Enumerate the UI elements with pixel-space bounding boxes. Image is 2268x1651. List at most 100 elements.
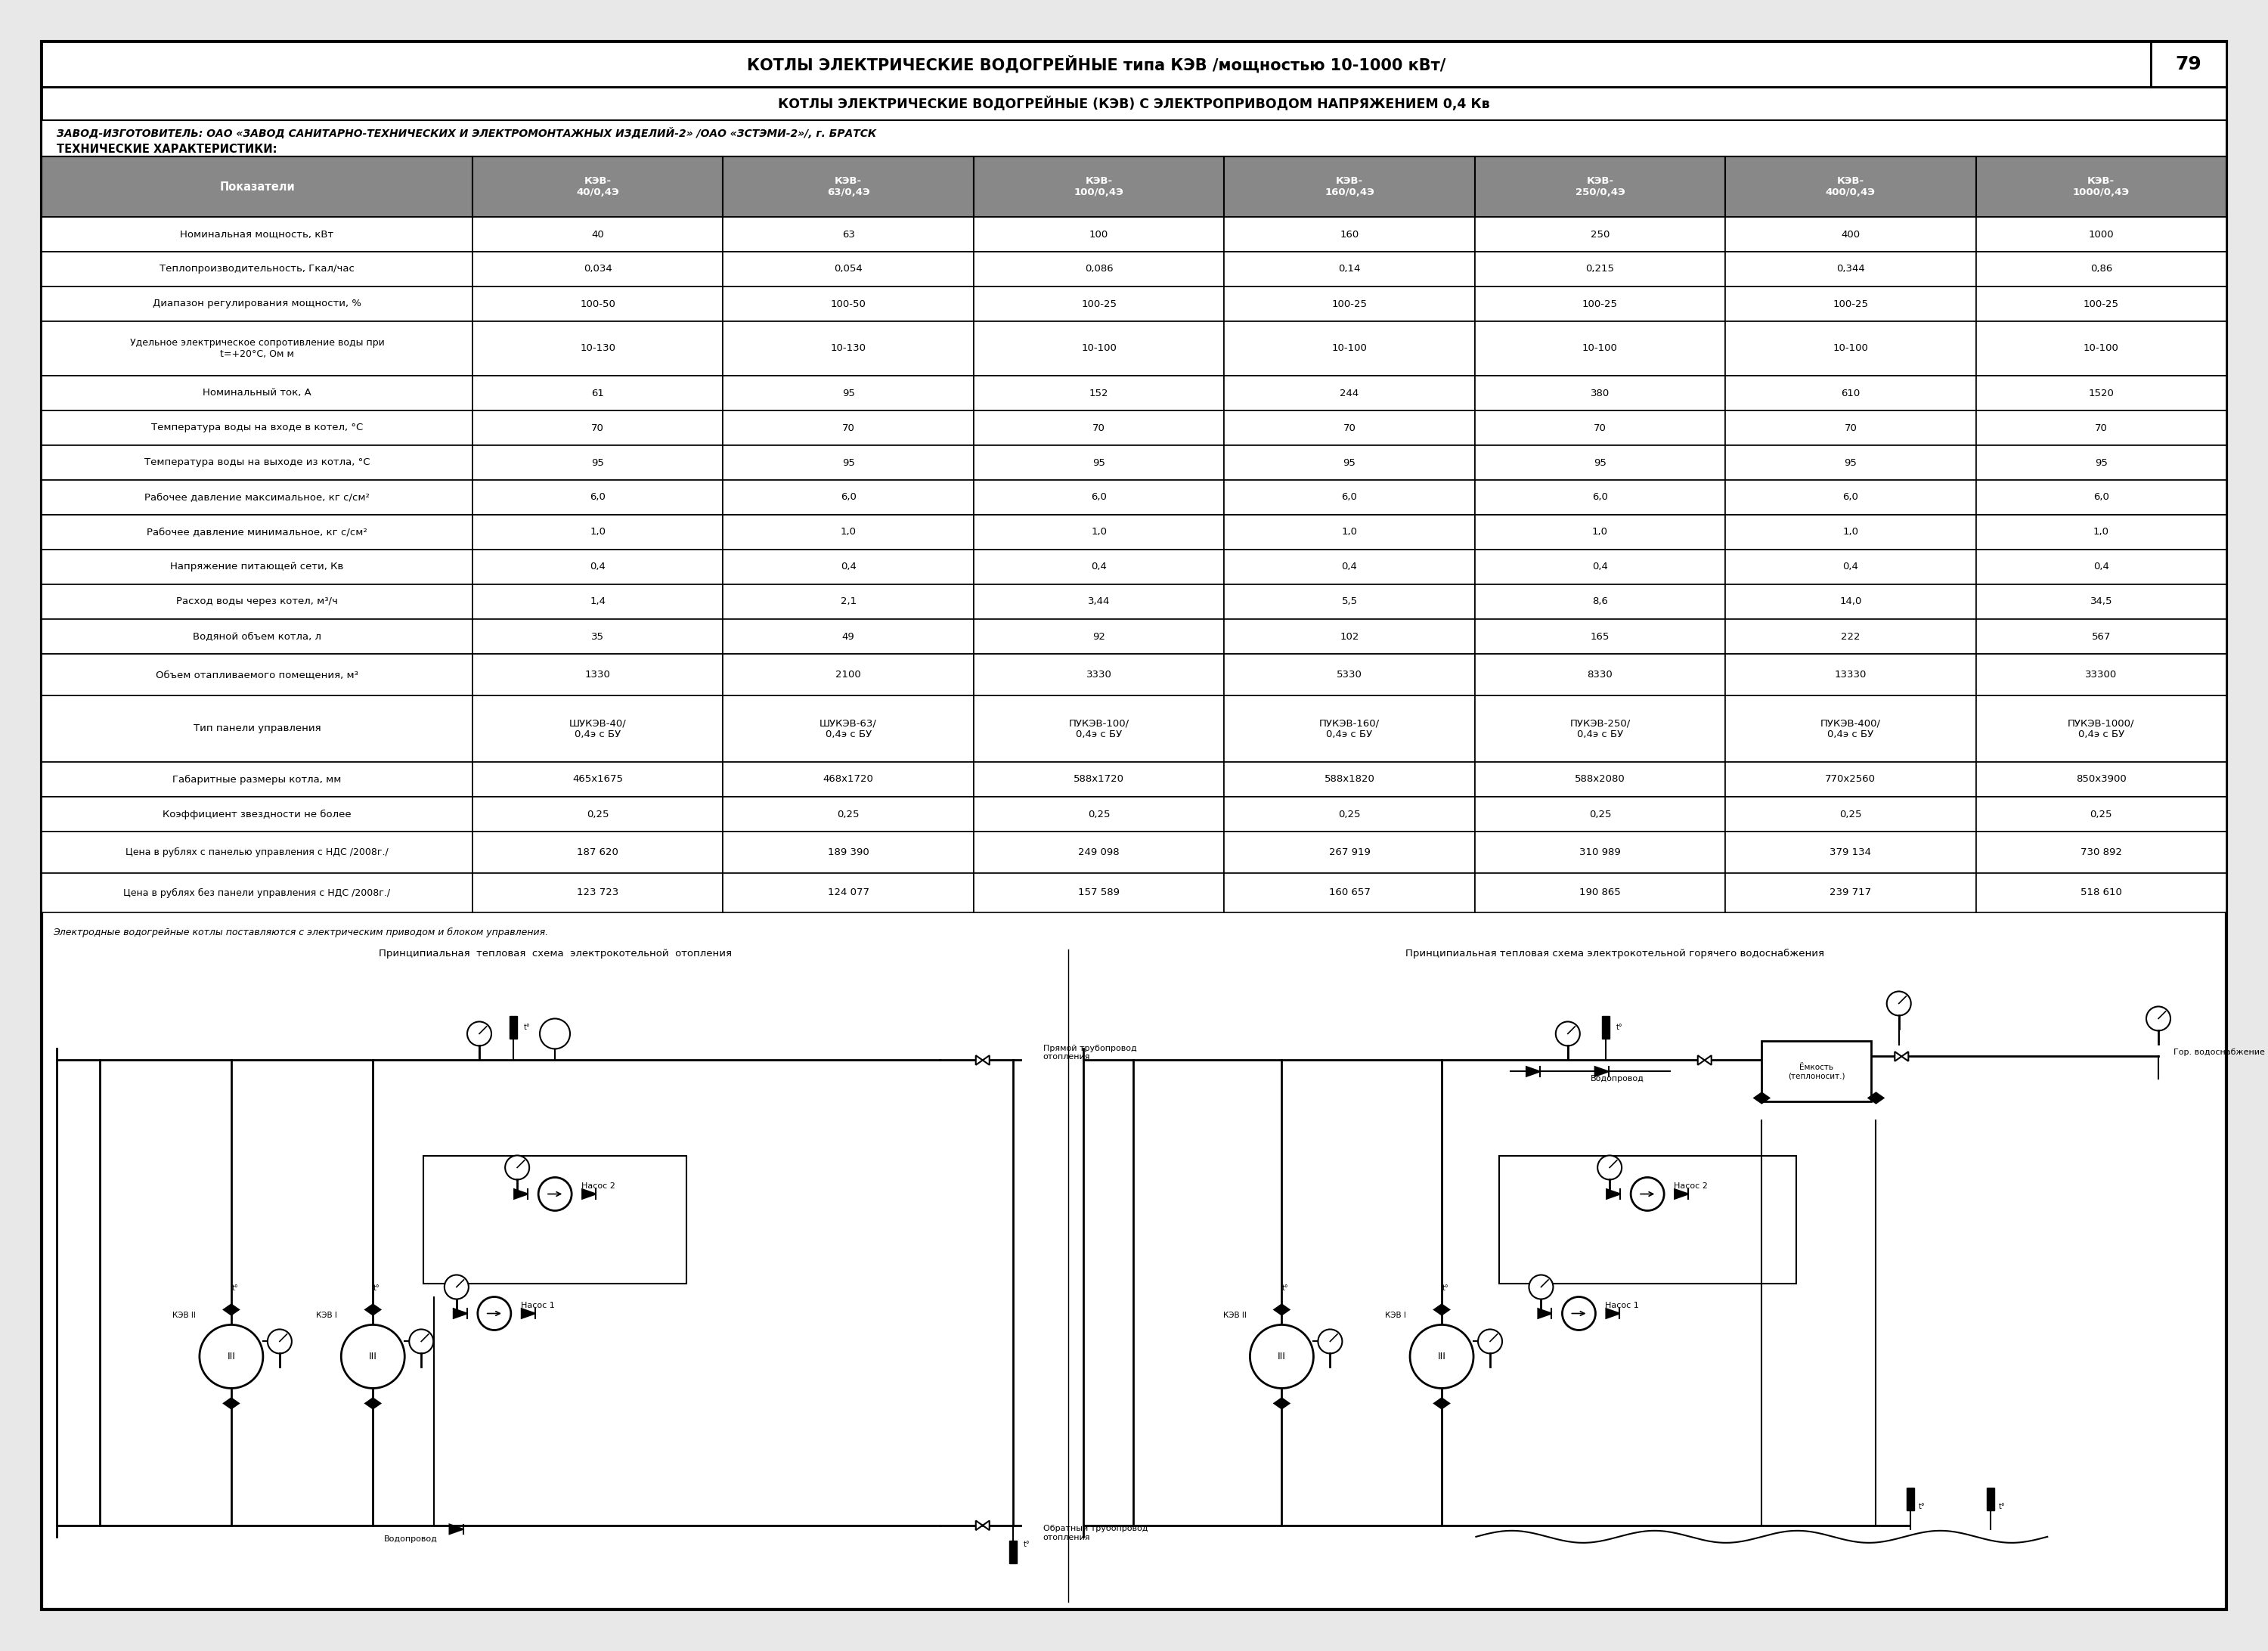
Circle shape — [467, 1022, 492, 1045]
Text: 152: 152 — [1089, 388, 1109, 398]
Polygon shape — [522, 1309, 535, 1317]
Text: 95: 95 — [1844, 457, 1857, 467]
Bar — [1975, 376, 2227, 411]
Bar — [1474, 832, 1726, 873]
Text: ЗАВОД-ИЗГОТОВИТЕЛЬ: ОАО «ЗАВОД САНИТАРНО-ТЕХНИЧЕСКИХ И ЭЛЕКТРОМОНТАЖНЫХ ИЗДЕЛИЙ-: ЗАВОД-ИЗГОТОВИТЕЛЬ: ОАО «ЗАВОД САНИТАРНО… — [57, 127, 875, 139]
Text: КОТЛЫ ЭЛЕКТРИЧЕСКИЕ ВОДОГРЕЙНЫЕ (КЭВ) С ЭЛЕКТРОПРИВОДОМ НАПРЯЖЕНИЕМ 0,4 Кв: КОТЛЫ ЭЛЕКТРИЧЕСКИЕ ВОДОГРЕЙНЫЕ (КЭВ) С … — [778, 96, 1490, 111]
Bar — [510, 1017, 517, 1038]
Text: 850х3900: 850х3900 — [2075, 774, 2127, 784]
Text: 49: 49 — [841, 632, 855, 642]
Text: 310 989: 310 989 — [1579, 847, 1622, 857]
Text: 0,25: 0,25 — [1839, 809, 1862, 819]
Circle shape — [1411, 1324, 1474, 1388]
Bar — [723, 832, 973, 873]
Text: Номинальная мощность, кВт: Номинальная мощность, кВт — [179, 229, 333, 239]
Bar — [973, 832, 1225, 873]
Text: 249 098: 249 098 — [1077, 847, 1120, 857]
Bar — [973, 654, 1225, 695]
Text: 6,0: 6,0 — [841, 492, 857, 502]
Text: 95: 95 — [1093, 457, 1105, 467]
Polygon shape — [1674, 1189, 1687, 1199]
Circle shape — [1529, 1275, 1554, 1299]
Text: 95: 95 — [1343, 457, 1356, 467]
Bar — [973, 695, 1225, 763]
Text: 33300: 33300 — [2084, 670, 2116, 680]
Text: Цена в рублях с панелью управления с НДС /2008г./: Цена в рублях с панелью управления с НДС… — [125, 847, 388, 857]
Bar — [1975, 216, 2227, 251]
Circle shape — [1631, 1177, 1665, 1210]
Text: 100-25: 100-25 — [1331, 299, 1368, 309]
Polygon shape — [1538, 1309, 1551, 1317]
Text: 1520: 1520 — [2089, 388, 2114, 398]
Text: 250: 250 — [1590, 229, 1610, 239]
Text: 0,25: 0,25 — [1089, 809, 1109, 819]
Text: 567: 567 — [2091, 632, 2112, 642]
Text: Водяной объем котла, л: Водяной объем котла, л — [193, 632, 322, 642]
Bar — [1474, 797, 1726, 832]
Bar — [41, 619, 472, 654]
Text: 588х1820: 588х1820 — [1325, 774, 1374, 784]
Text: t°: t° — [374, 1284, 381, 1293]
Text: 2100: 2100 — [835, 670, 862, 680]
Bar — [1225, 515, 1474, 550]
Circle shape — [200, 1324, 263, 1388]
Text: 189 390: 189 390 — [828, 847, 869, 857]
Bar — [472, 376, 723, 411]
Bar — [472, 515, 723, 550]
Text: t°: t° — [524, 1024, 531, 1032]
Text: 0,086: 0,086 — [1084, 264, 1114, 274]
Text: 63: 63 — [841, 229, 855, 239]
Text: 6,0: 6,0 — [1592, 492, 1608, 502]
Text: 10-130: 10-130 — [581, 343, 615, 353]
Text: 14,0: 14,0 — [1839, 596, 1862, 606]
Bar — [1474, 515, 1726, 550]
Text: III: III — [1277, 1352, 1286, 1362]
Text: 267 919: 267 919 — [1329, 847, 1370, 857]
Bar — [973, 376, 1225, 411]
Polygon shape — [1606, 1189, 1619, 1199]
Text: Насос 1: Насос 1 — [522, 1303, 556, 1309]
Text: 70: 70 — [1844, 423, 1857, 433]
Text: 6,0: 6,0 — [1091, 492, 1107, 502]
Bar — [41, 515, 472, 550]
Bar — [1474, 446, 1726, 480]
Text: 100-25: 100-25 — [1583, 299, 1617, 309]
Circle shape — [1887, 991, 1912, 1015]
Bar — [1726, 797, 1975, 832]
Bar — [1975, 832, 2227, 873]
Bar — [973, 322, 1225, 376]
Text: 160: 160 — [1340, 229, 1359, 239]
Text: ШУКЭВ-63/
0,4э с БУ: ШУКЭВ-63/ 0,4э с БУ — [819, 718, 878, 740]
Text: 1,0: 1,0 — [590, 527, 606, 537]
Polygon shape — [975, 1521, 989, 1530]
Bar — [1474, 619, 1726, 654]
Bar — [1225, 695, 1474, 763]
Bar — [723, 411, 973, 446]
Bar — [723, 251, 973, 287]
Bar — [1225, 832, 1474, 873]
Text: 468х1720: 468х1720 — [823, 774, 873, 784]
Bar — [723, 157, 973, 216]
Circle shape — [445, 1275, 469, 1299]
Bar — [1726, 619, 1975, 654]
Text: 0,14: 0,14 — [1338, 264, 1361, 274]
Bar — [1726, 157, 1975, 216]
Bar — [1474, 157, 1726, 216]
Text: 0,25: 0,25 — [2091, 809, 2112, 819]
Bar — [1726, 695, 1975, 763]
Text: Объем отапливаемого помещения, м³: Объем отапливаемого помещения, м³ — [156, 670, 358, 680]
Text: 0,034: 0,034 — [583, 264, 612, 274]
Text: ПУКЭВ-1000/
0,4э с БУ: ПУКЭВ-1000/ 0,4э с БУ — [2068, 718, 2134, 740]
Text: 100-25: 100-25 — [1833, 299, 1869, 309]
Bar — [1225, 550, 1474, 584]
Text: t°: t° — [1442, 1284, 1449, 1293]
Text: 95: 95 — [2096, 457, 2107, 467]
Polygon shape — [1526, 1067, 1540, 1076]
Text: 588х1720: 588х1720 — [1073, 774, 1125, 784]
Text: III: III — [1438, 1352, 1445, 1362]
Text: 730 892: 730 892 — [2080, 847, 2123, 857]
Polygon shape — [1753, 1093, 1769, 1103]
Bar — [1474, 480, 1726, 515]
Bar — [973, 515, 1225, 550]
Polygon shape — [365, 1304, 381, 1314]
